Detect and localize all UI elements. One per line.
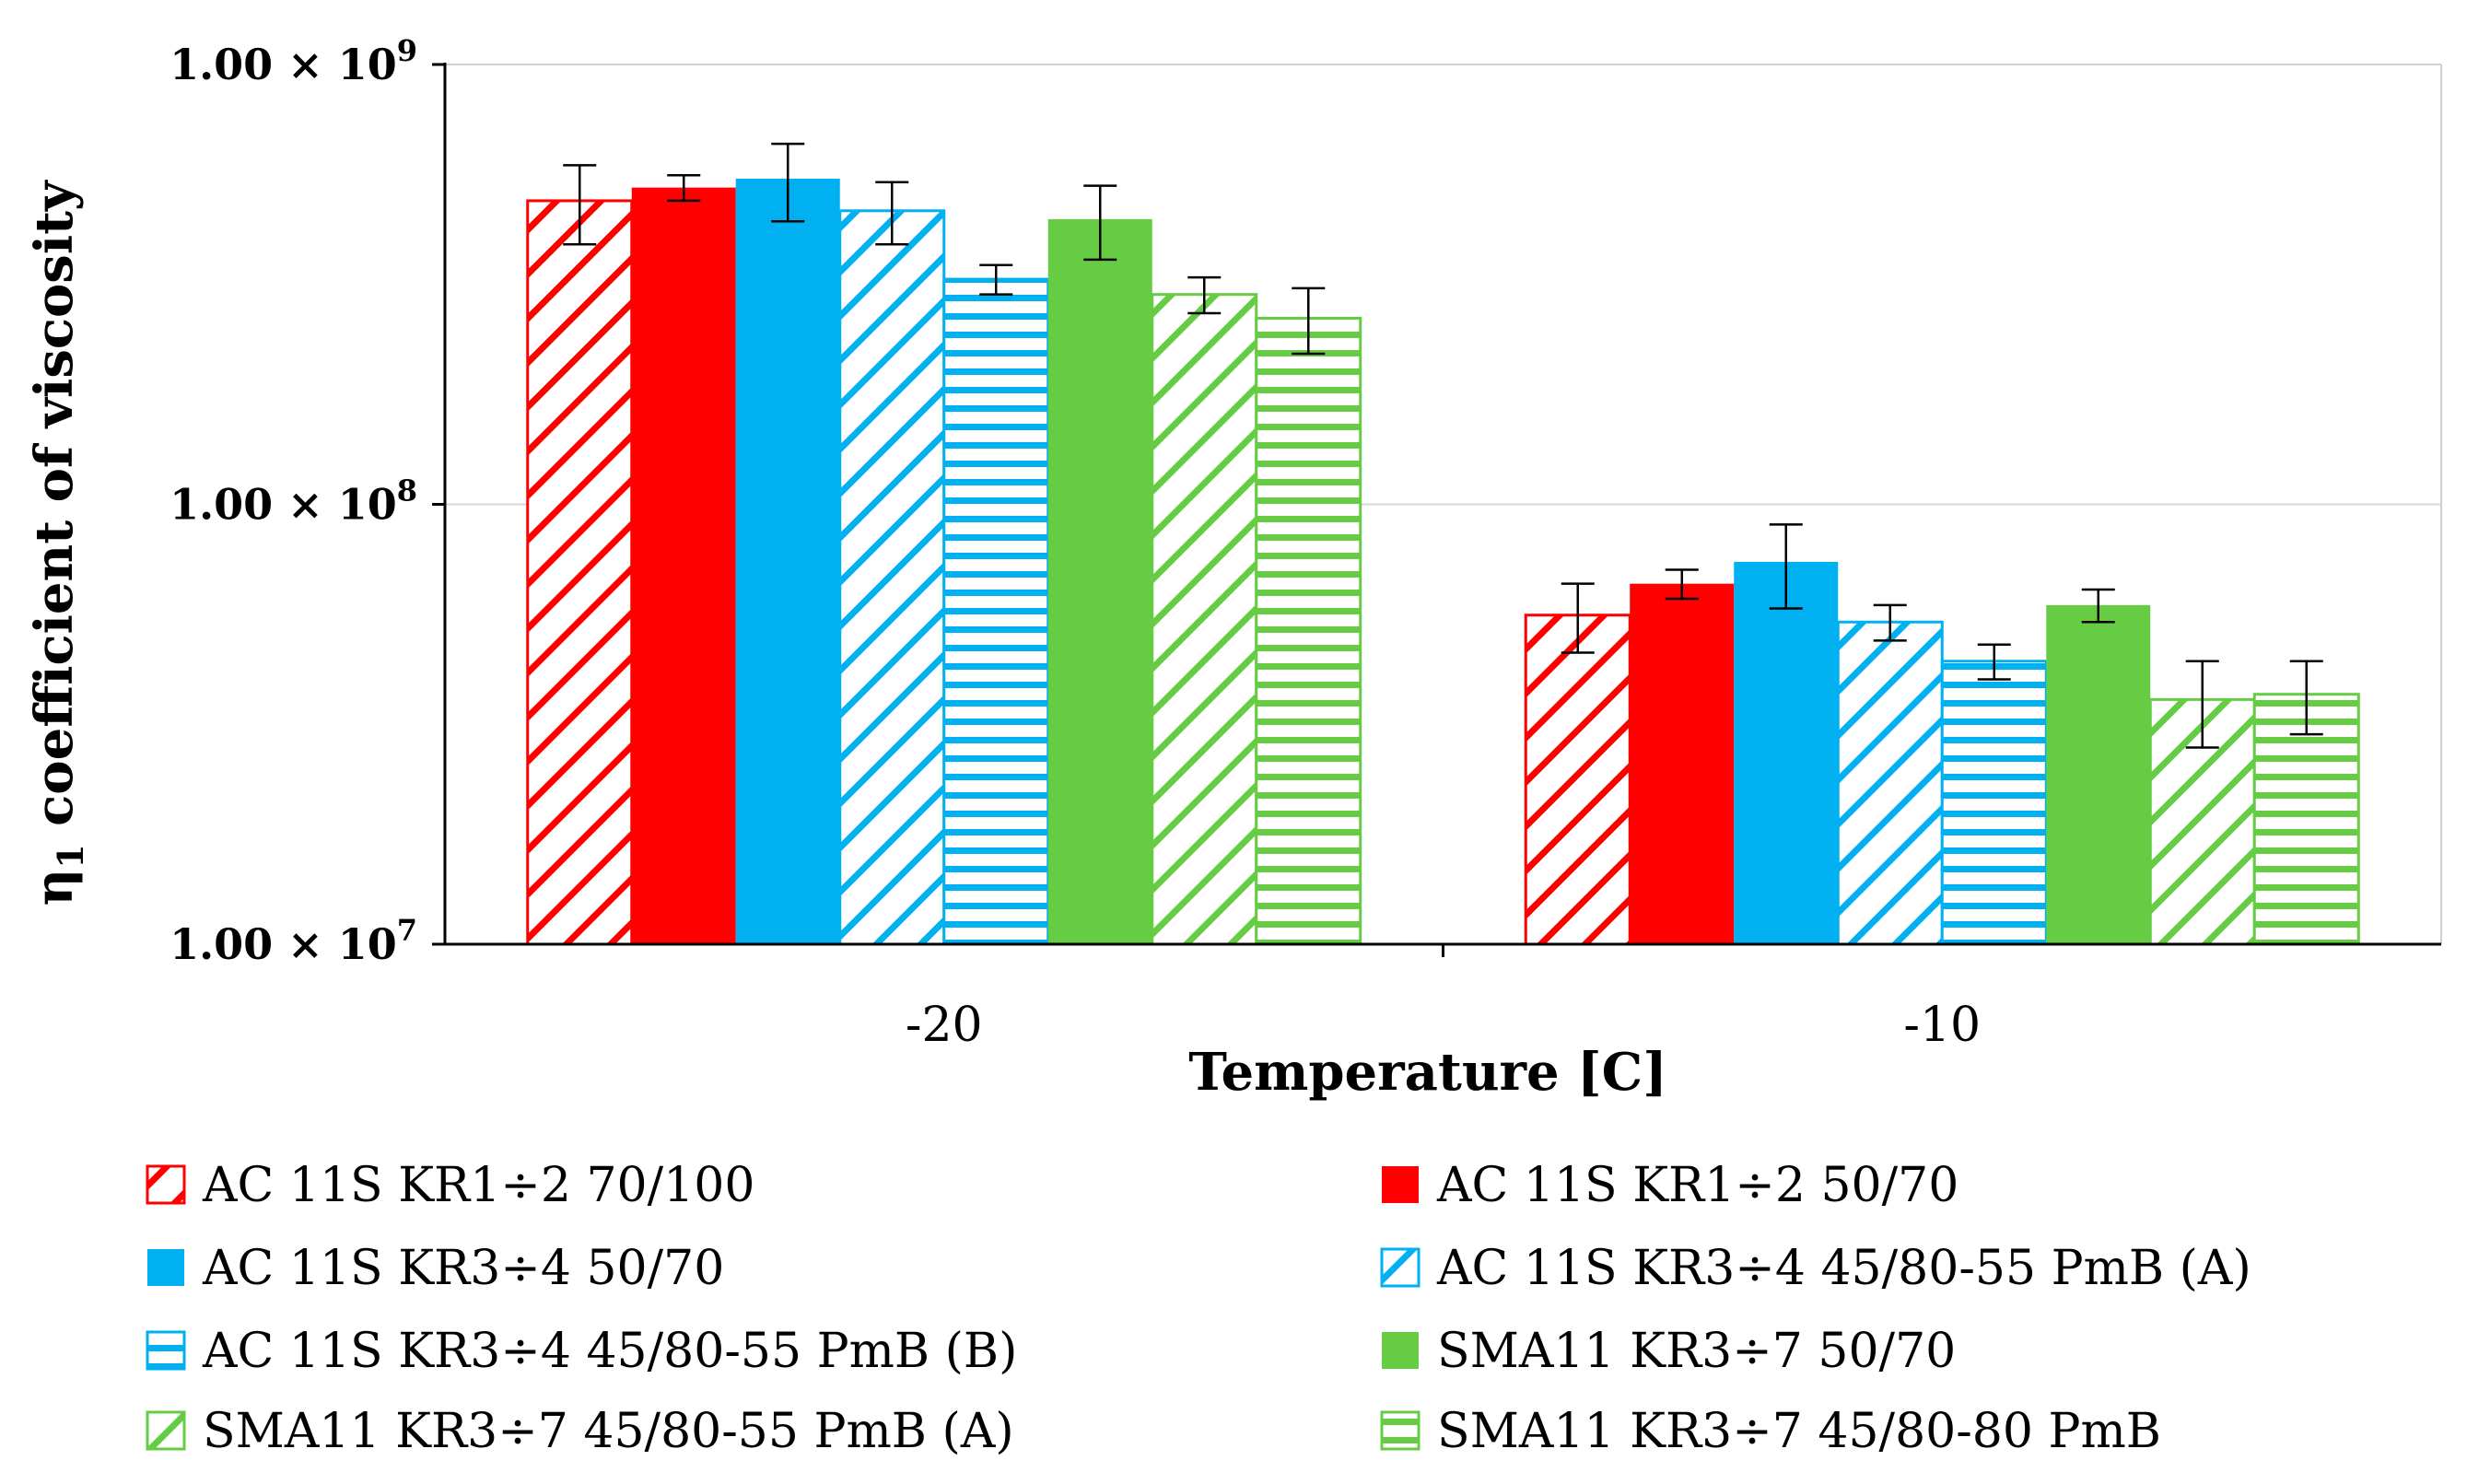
- error-bar: [1665, 568, 1699, 601]
- error-bar: [1977, 643, 2011, 681]
- y-axis-title-text: coefficient of viscosity: [24, 180, 85, 826]
- legend-item: AC 11S KR3÷4 45/80-55 PmB (A): [1380, 1241, 2251, 1296]
- legend-swatch: [146, 1330, 186, 1371]
- error-bar: [2081, 588, 2115, 624]
- legend-label: AC 11S KR3÷4 45/80-55 PmB (A): [1436, 1241, 2251, 1296]
- x-tick-label: -10: [1903, 998, 1981, 1053]
- bar: [1524, 613, 1631, 946]
- bar: [1630, 583, 1735, 944]
- error-bar: [1083, 184, 1117, 262]
- error-bar: [2289, 660, 2323, 736]
- legend-swatch: [1382, 1332, 1419, 1369]
- bar: [1734, 561, 1839, 944]
- bar: [1255, 316, 1362, 946]
- y-axis-title: η1 coefficient of viscosity: [24, 180, 91, 906]
- legend-swatch: [1380, 1247, 1421, 1288]
- bar: [2252, 693, 2360, 946]
- error-bar: [667, 173, 701, 203]
- x-axis-title: Temperature [C]: [1188, 1042, 1666, 1103]
- legend-label: AC 11S KR1÷2 70/100: [202, 1158, 754, 1213]
- bar: [631, 187, 736, 945]
- legend-swatch: [1382, 1166, 1419, 1203]
- legend-item: AC 11S KR3÷4 50/70: [147, 1241, 724, 1296]
- y-tick-label: 1.00 × 108: [170, 473, 417, 530]
- bar: [1047, 218, 1152, 945]
- legend-label: SMA11 KR3÷7 50/70: [1437, 1324, 1956, 1379]
- y-tick-label: 1.00 × 107: [170, 913, 417, 969]
- error-bar: [1873, 603, 1907, 642]
- legend-swatch: [147, 1249, 184, 1286]
- bar: [838, 209, 946, 946]
- y-axis-title-subscript: 1: [50, 844, 91, 868]
- y-axis-title-symbol: η: [24, 869, 85, 906]
- error-bar: [979, 263, 1013, 296]
- x-tick-label: -20: [906, 998, 983, 1053]
- legend-label: SMA11 KR3÷7 45/80-80 PmB: [1437, 1404, 2161, 1459]
- legend-item: AC 11S KR3÷4 45/80-55 PmB (B): [146, 1324, 1017, 1379]
- legend-label: AC 11S KR3÷4 45/80-55 PmB (B): [202, 1324, 1017, 1379]
- legend-swatch: [1380, 1410, 1421, 1451]
- legend-label: AC 11S KR1÷2 50/70: [1436, 1158, 1958, 1213]
- error-bar: [771, 142, 805, 223]
- legend: AC 11S KR1÷2 70/100 AC 11S KR1÷2 50/70 AC …: [146, 1158, 2251, 1459]
- error-bar: [563, 164, 597, 246]
- bar: [1940, 660, 2048, 946]
- error-bar: [1561, 582, 1595, 654]
- y-tick-label: 1.00 × 109: [170, 33, 417, 89]
- legend-swatch: [146, 1410, 186, 1451]
- legend-label: AC 11S KR3÷4 50/70: [202, 1241, 724, 1296]
- bars: [526, 178, 2360, 946]
- legend-item: SMA11 KR3÷7 50/70: [1382, 1324, 1956, 1379]
- error-bar: [2185, 660, 2219, 749]
- y-ticks: 1.00 × 109 1.00 × 108 1.00 × 107: [170, 33, 445, 969]
- error-bar: [875, 181, 909, 246]
- error-bar: [1292, 286, 1326, 356]
- legend-label: SMA11 KR3÷7 45/80-55 PmB (A): [203, 1404, 1014, 1459]
- bar: [735, 178, 840, 945]
- bar: [526, 199, 634, 946]
- bar: [942, 277, 1050, 946]
- legend-item: AC 11S KR1÷2 50/70: [1382, 1158, 1958, 1213]
- error-bar: [1187, 275, 1222, 315]
- error-bar: [1769, 523, 1803, 610]
- legend-swatch: [146, 1164, 186, 1205]
- legend-item: SMA11 KR3÷7 45/80-55 PmB (A): [146, 1404, 1014, 1459]
- bar: [1151, 293, 1258, 946]
- bar: [2046, 604, 2151, 944]
- bar: [1836, 620, 1944, 946]
- legend-item: SMA11 KR3÷7 45/80-80 PmB: [1380, 1404, 2161, 1459]
- x-ticks: -20 -10: [906, 944, 1981, 1053]
- error-bars: [563, 142, 2323, 749]
- legend-item: AC 11S KR1÷2 70/100: [146, 1158, 754, 1213]
